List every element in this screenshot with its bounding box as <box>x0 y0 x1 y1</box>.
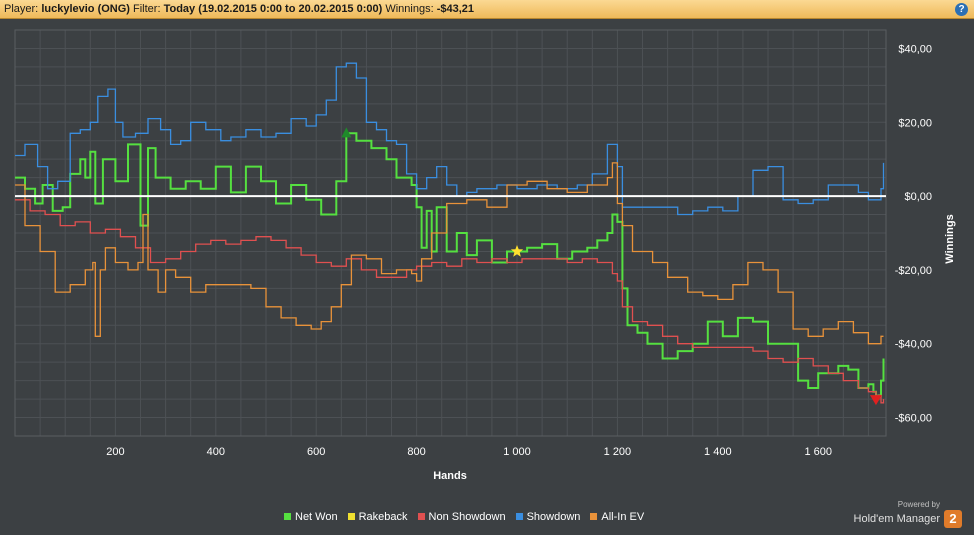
brand: Powered by Hold'em Manager 2 <box>854 500 962 528</box>
markers <box>341 127 882 406</box>
x-tick-label: 1 400 <box>704 446 732 458</box>
min-marker-icon <box>869 395 882 406</box>
star-marker-icon <box>510 245 524 257</box>
legend: Net Won Rakeback Non Showdown Showdown All-I… <box>284 511 654 525</box>
y-tick-label: $40,00 <box>898 43 932 55</box>
y-tick-label: -$20,00 <box>895 265 932 277</box>
x-axis-ticks: 200 400 600 800 1 000 1 200 1 400 1 600 <box>106 446 832 458</box>
title-bar: Player: luckylevio (ONG) Filter: Today (… <box>0 0 974 19</box>
series-line-non-showdown <box>15 199 885 404</box>
legend-swatch <box>347 512 355 520</box>
x-tick-label: 1 600 <box>804 446 832 458</box>
legend-item[interactable]: All-In EV <box>590 511 644 523</box>
winnings-label: Winnings: <box>385 3 434 15</box>
legend-swatch <box>515 512 523 520</box>
y-tick-label: $20,00 <box>898 117 932 129</box>
y-axis-ticks: $40,00 $20,00 $0,00 -$20,00 -$40,00 -$60,00 <box>895 43 932 424</box>
brand-name: Hold'em Manager <box>853 513 940 525</box>
chart-area: 200 400 600 800 1 000 1 200 1 400 1 600 $40,00 $… <box>0 19 974 530</box>
legend-label: Rakeback <box>358 511 408 523</box>
player-label: Player: <box>4 3 39 15</box>
hem-logo-icon: 2 <box>944 510 962 528</box>
grid <box>14 29 886 437</box>
max-marker-icon <box>341 127 352 138</box>
filter-label: Filter: <box>133 3 161 15</box>
x-tick-label: 1 200 <box>604 446 632 458</box>
x-tick-label: 200 <box>106 446 124 458</box>
x-axis-title: Hands <box>433 470 467 482</box>
legend-item[interactable]: Rakeback <box>347 511 408 523</box>
player-value: luckylevio (ONG) <box>41 3 130 15</box>
series-line-showdown <box>15 62 885 216</box>
legend-label: Net Won <box>295 511 338 523</box>
powered-by-text: Powered by <box>897 500 940 509</box>
legend-swatch <box>417 512 425 520</box>
x-tick-label: 800 <box>407 446 425 458</box>
legend-swatch <box>590 512 598 520</box>
y-tick-label: -$60,00 <box>895 413 932 425</box>
legend-item[interactable]: Showdown <box>515 511 581 523</box>
plot-frame <box>14 29 887 437</box>
legend-label: All-In EV <box>601 511 645 523</box>
filter-value: Today (19.02.2015 0:00 to 20.02.2015 0:0… <box>163 3 383 15</box>
legend-label: Showdown <box>526 511 581 523</box>
winnings-chart: 200 400 600 800 1 000 1 200 1 400 1 600 $40,00$… <box>14 29 956 482</box>
winnings-value: -$43,21 <box>436 3 475 15</box>
x-tick-label: 1 000 <box>503 446 531 458</box>
help-icon[interactable]: ? <box>955 3 968 16</box>
legend-item[interactable]: Net Won <box>284 511 338 523</box>
legend-swatch <box>284 512 291 520</box>
legend-label: Non Showdown <box>428 511 506 523</box>
series-group <box>15 62 885 404</box>
x-tick-label: 400 <box>207 446 225 458</box>
y-tick-label: $0,00 <box>904 191 932 203</box>
series-line-all-in-ev <box>15 162 884 345</box>
legend-item[interactable]: Non Showdown <box>417 511 506 523</box>
x-tick-label: 600 <box>307 446 325 458</box>
y-axis-title: Winnings <box>944 214 956 263</box>
y-tick-label: -$40,00 <box>895 339 932 351</box>
